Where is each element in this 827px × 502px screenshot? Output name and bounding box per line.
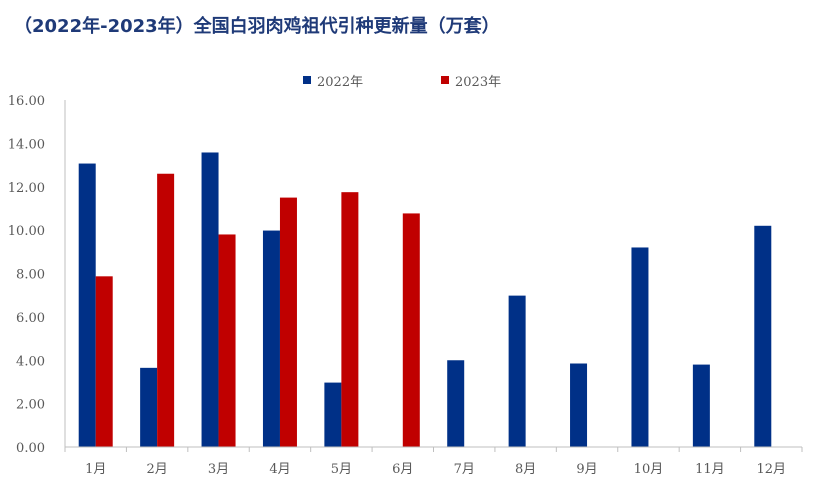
bar-2022-9 (570, 363, 588, 447)
x-tick-label: 12月 (757, 462, 787, 477)
bars-group (78, 152, 772, 448)
y-tick-label: 0.00 (16, 441, 45, 456)
y-tick-label: 8.00 (16, 268, 45, 283)
x-tick-label: 1月 (85, 462, 106, 477)
x-tick-label: 2月 (146, 462, 167, 477)
bar-2022-2 (140, 367, 158, 447)
x-tick-label: 3月 (208, 462, 229, 477)
bar-2022-7 (447, 360, 465, 447)
bar-2022-10 (631, 247, 649, 447)
bar-2023-3 (218, 234, 236, 447)
y-tick-label: 6.00 (16, 311, 45, 326)
x-axis-tick-labels: 1月 2月 3月 4月 5月 6月 7月 8月 9月 10月 11月 12月 (85, 462, 786, 477)
bar-2023-4 (279, 197, 297, 447)
bar-2022-4 (262, 230, 280, 447)
legend-swatch-2023 (441, 76, 449, 84)
x-tick-label: 9月 (576, 462, 597, 477)
bar-2022-1 (78, 163, 96, 447)
y-axis-tick-labels: 0.00 2.00 4.00 6.00 8.00 10.00 12.00 14.00 16.00 (8, 94, 45, 456)
chart-title: （2022年-2023年）全国白羽肉鸡祖代引种更新量（万套） (14, 16, 500, 37)
legend-label-2023: 2023年 (455, 75, 501, 90)
x-tick-label: 5月 (331, 462, 352, 477)
bar-2022-12 (754, 225, 772, 447)
bar-2022-5 (324, 382, 342, 447)
y-tick-label: 10.00 (8, 224, 45, 239)
x-tick-label: 8月 (515, 462, 536, 477)
x-tick-label: 4月 (269, 462, 290, 477)
bar-2022-8 (508, 295, 526, 447)
legend-label-2022: 2022年 (317, 75, 363, 90)
x-tick-label: 7月 (454, 462, 475, 477)
legend-swatch-2022 (303, 76, 311, 84)
y-tick-label: 16.00 (8, 94, 45, 109)
bar-2022-11 (692, 364, 710, 447)
x-tick-label: 10月 (634, 462, 664, 477)
y-tick-label: 2.00 (16, 398, 45, 413)
y-tick-label: 4.00 (16, 354, 45, 369)
bar-2022-3 (201, 152, 219, 447)
bar-2023-1 (95, 276, 113, 447)
legend: 2022年 2023年 (303, 75, 501, 90)
bar-2023-2 (157, 173, 175, 448)
y-tick-label: 12.00 (8, 181, 45, 196)
x-tick-label: 11月 (695, 462, 725, 477)
bar-2023-6 (402, 213, 420, 447)
x-axis-ticks (64, 447, 803, 452)
bar-2023-5 (341, 192, 359, 447)
x-tick-label: 6月 (392, 462, 413, 477)
y-tick-label: 14.00 (8, 137, 45, 152)
